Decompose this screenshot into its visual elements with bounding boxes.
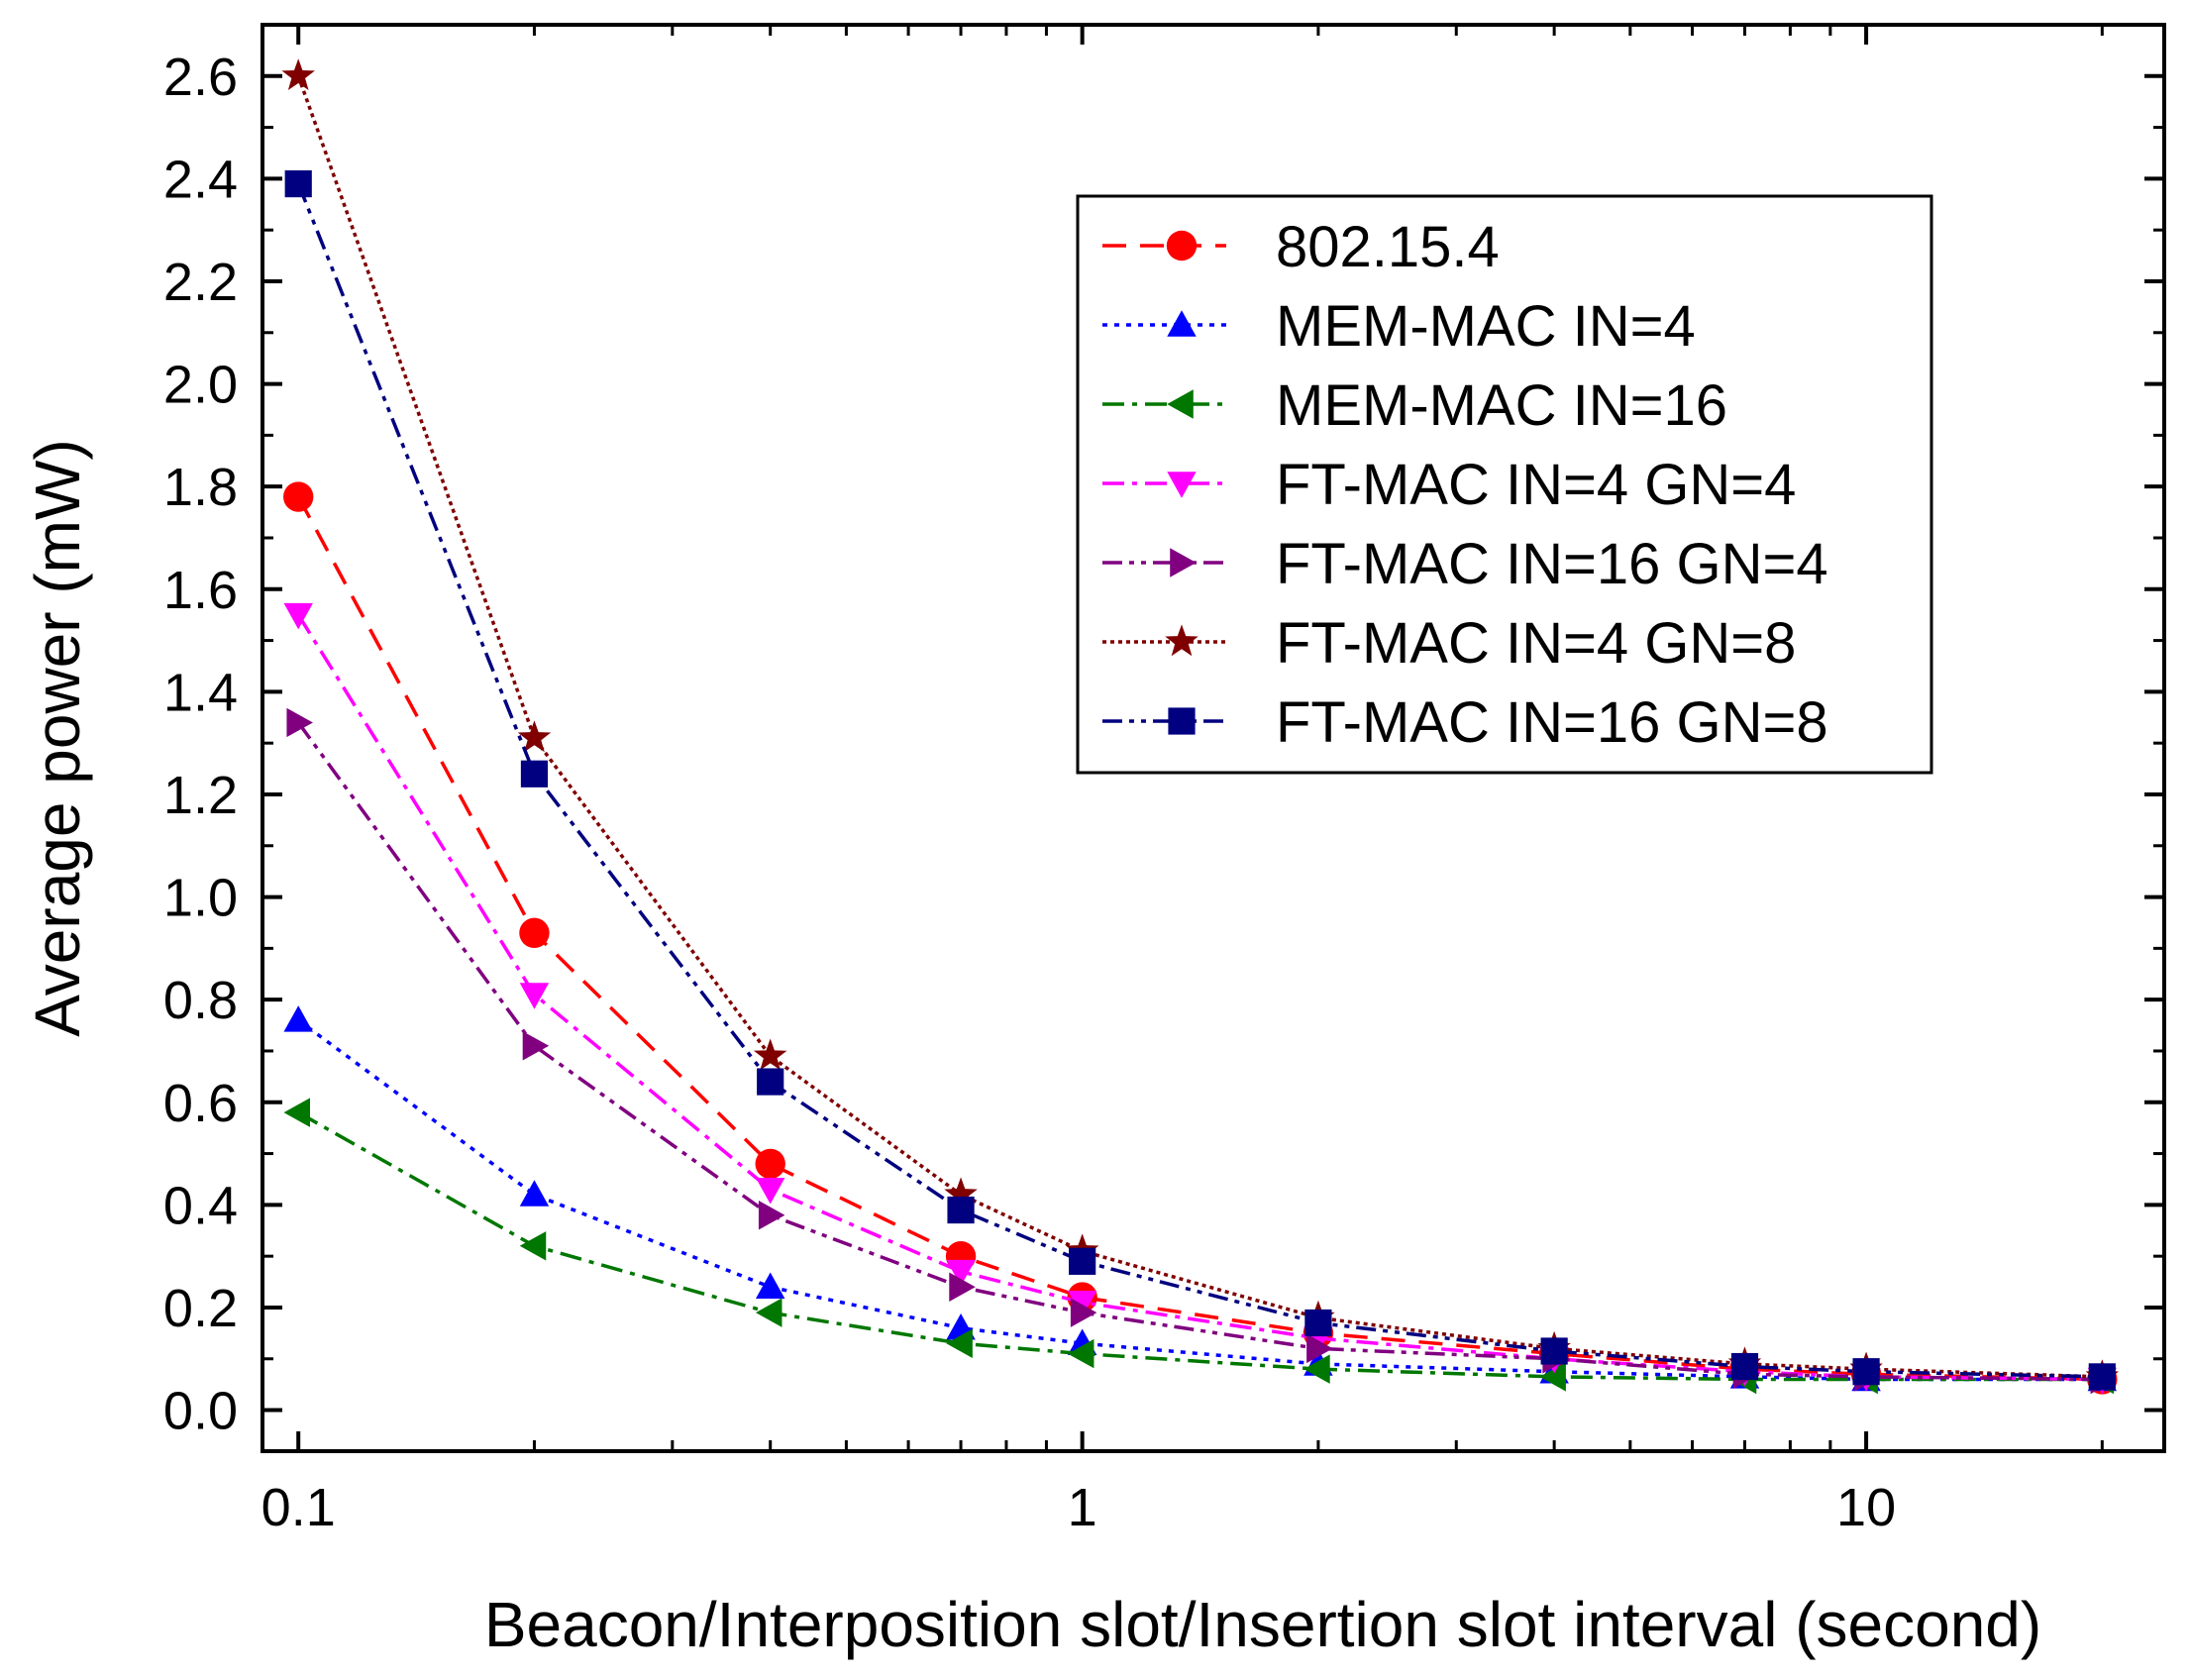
y-axis-label: Average power (mW): [22, 439, 93, 1036]
plot-frame: [261, 23, 2166, 1453]
data-point: [753, 1038, 787, 1071]
data-point: [1540, 1337, 1568, 1365]
data-point: [1067, 1338, 1094, 1369]
y-tick-label: 0.4: [163, 1176, 238, 1235]
data-point: [1730, 1352, 1759, 1381]
legend-marker: [1167, 310, 1197, 337]
y-tick-label: 1.0: [163, 869, 238, 928]
data-point: [1306, 1333, 1333, 1364]
legend-marker: [1170, 548, 1197, 578]
data-point: [281, 58, 315, 91]
data-point: [755, 1178, 785, 1205]
data-point: [944, 1177, 978, 1209]
data-point: [1539, 1362, 1566, 1392]
ticks-layer: 0.0 0.2 0.4 0.6 0.8 1.0 1.2 1.4 1.6 1.8 2.0 2.2 2.4 2…: [163, 25, 2164, 1537]
data-point: [946, 1328, 973, 1358]
y-tick-label: 1.2: [163, 766, 238, 825]
data-point: [2088, 1363, 2116, 1391]
series-layer: [281, 58, 2120, 1395]
data-point: [1067, 1291, 1097, 1317]
series-line: [297, 1110, 2103, 1382]
legend-label: FT-MAC IN=16 GN=4: [1276, 532, 1828, 596]
data-point: [520, 760, 549, 788]
data-point: [286, 707, 313, 738]
data-point: [284, 169, 312, 198]
series-line: [296, 182, 2103, 1379]
legend-label: FT-MAC IN=4 GN=8: [1276, 611, 1796, 676]
legend-marker: [1167, 389, 1194, 419]
data-point: [283, 481, 314, 512]
data-point: [517, 720, 552, 753]
data-point: [757, 1068, 784, 1096]
y-tick-label: 1.8: [163, 458, 238, 517]
data-point: [1303, 1354, 1330, 1384]
x-tick-label: 0.1: [261, 1478, 336, 1537]
legend: 802.15.4 MEM-MAC IN=4 MEM-MAC IN=16 FT-MAC …: [1076, 194, 1933, 775]
data-point: [1070, 1298, 1097, 1327]
data-point: [283, 602, 313, 630]
legend-marker: [1166, 230, 1198, 262]
data-point: [283, 1005, 313, 1032]
series-line: [297, 1018, 2103, 1382]
legend-marker: [1165, 624, 1199, 657]
legend-label: MEM-MAC IN=16: [1276, 373, 1727, 438]
data-point: [949, 1272, 976, 1302]
y-tick-label: 0.0: [163, 1382, 238, 1441]
data-point: [1304, 1309, 1332, 1337]
data-point: [946, 1259, 976, 1287]
series-line: [296, 75, 2103, 1379]
series-line: [296, 495, 2103, 1382]
data-point: [283, 1098, 310, 1127]
y-tick-label: 2.4: [163, 150, 238, 209]
y-tick-label: 2.0: [163, 356, 238, 415]
data-point: [522, 1031, 550, 1061]
data-point: [519, 1231, 547, 1261]
legend-marker: [1167, 472, 1197, 498]
y-tick-label: 0.8: [163, 971, 238, 1030]
data-point: [755, 1148, 785, 1180]
legend-label: FT-MAC IN=16 GN=8: [1276, 690, 1828, 755]
series-7: [284, 169, 2116, 1391]
data-point: [755, 1298, 782, 1327]
data-point: [519, 983, 550, 1009]
series-line: [296, 613, 2103, 1382]
legend-label: 802.15.4: [1276, 215, 1500, 279]
y-tick-label: 0.6: [163, 1074, 238, 1133]
data-point: [1852, 1358, 1880, 1386]
data-point: [758, 1201, 785, 1230]
y-tick-label: 0.2: [163, 1279, 238, 1338]
data-point: [519, 917, 550, 949]
legend-marker: [1168, 707, 1196, 735]
series-line: [296, 721, 2103, 1382]
legend-label: MEM-MAC IN=4: [1276, 294, 1696, 359]
x-tick-label: 1: [1068, 1478, 1097, 1537]
y-tick-label: 2.6: [163, 48, 238, 107]
data-point: [519, 1180, 550, 1207]
y-tick-label: 1.4: [163, 663, 238, 722]
data-point: [947, 1196, 975, 1224]
data-point: [1069, 1247, 1096, 1275]
x-tick-label: 10: [1836, 1478, 1896, 1537]
data-point: [755, 1272, 785, 1300]
legend-label: FT-MAC IN=4 GN=4: [1276, 453, 1796, 517]
y-tick-label: 1.6: [163, 561, 238, 620]
x-axis-label: Beacon/Interposition slot/Insertion slot…: [484, 1589, 2041, 1660]
y-tick-label: 2.2: [163, 253, 238, 312]
